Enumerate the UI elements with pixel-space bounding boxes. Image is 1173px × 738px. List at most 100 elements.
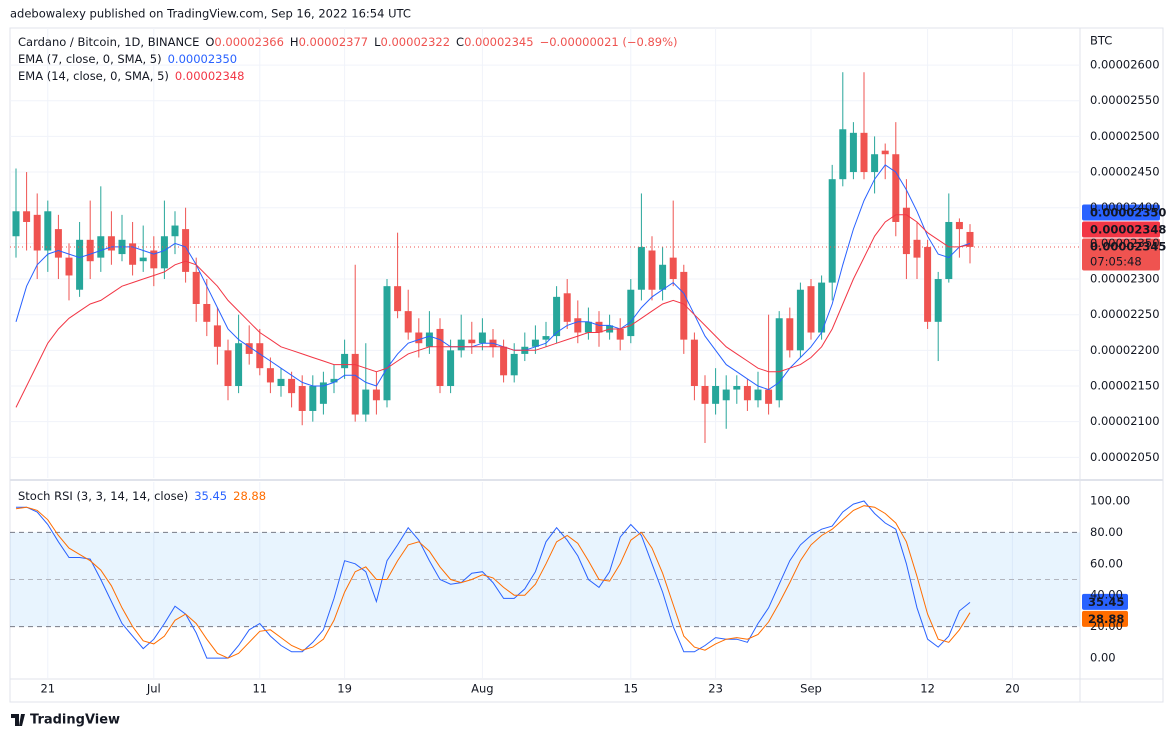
logo-icon <box>11 714 25 726</box>
legend-name: EMA (14, close, 0, SMA, 5) <box>18 69 169 83</box>
y-tick-label: 0.00002600 <box>1090 58 1160 72</box>
x-tick-label: Sep <box>800 682 822 696</box>
legend-value: 0.00002348 <box>175 69 245 83</box>
legend-value: 35.45 <box>194 489 227 503</box>
candle-body <box>12 211 20 237</box>
ema-badge <box>1082 221 1160 238</box>
change: −0.00000021 (−0.89%) <box>540 35 678 49</box>
y-tick-label: 0.00 <box>1090 651 1116 665</box>
candle-body <box>256 343 264 369</box>
candle-body <box>563 293 571 322</box>
candle-body <box>616 328 624 340</box>
symbol: Cardano / Bitcoin, 1D, BINANCE <box>18 35 199 49</box>
candle-body <box>107 236 115 251</box>
candle-body <box>277 378 285 387</box>
candle-body <box>192 271 200 304</box>
x-tick-label: 19 <box>337 682 352 696</box>
candle-body <box>362 389 370 415</box>
candle-body <box>818 282 826 333</box>
legend-value: 28.88 <box>233 489 266 503</box>
currency: BTC <box>1090 34 1112 48</box>
candle-body <box>712 386 720 404</box>
candle-body <box>722 389 730 401</box>
y-tick-label: 0.00002250 <box>1090 307 1160 321</box>
price-badge-label: 0.00002345 <box>1090 239 1166 253</box>
ema-line <box>15 214 971 408</box>
candle-body <box>542 336 550 340</box>
candle-body <box>245 343 253 354</box>
labels: adebowalexy published on TradingView.com… <box>10 7 1166 696</box>
chart-frame <box>9 27 1164 703</box>
candle-body <box>330 378 338 383</box>
candle-body <box>224 350 232 387</box>
candle-body <box>828 179 836 283</box>
candle-body <box>934 279 942 322</box>
candle-body <box>54 229 62 258</box>
candle-body <box>881 150 889 155</box>
legend-ema: EMA (7, close, 0, SMA, 5) 0.00002350 <box>18 52 237 66</box>
y-tick-label: 20.00 <box>1090 619 1123 633</box>
candle-body <box>341 353 349 369</box>
candle-body <box>775 318 783 401</box>
candle-body <box>553 296 561 337</box>
candle-body <box>86 239 94 262</box>
footer-logo: TradingView <box>11 713 120 728</box>
candle-body <box>955 221 963 230</box>
candle-body <box>531 339 539 347</box>
footer-text: TradingView <box>30 713 120 728</box>
candle-body <box>871 154 879 173</box>
candle-body <box>627 289 635 337</box>
grid <box>10 28 1080 678</box>
y-tick-label: 0.00002100 <box>1090 414 1160 428</box>
x-tick-label: 12 <box>920 682 935 696</box>
candle-body <box>33 214 41 251</box>
candle-body <box>807 286 815 333</box>
ohlc-value: 0.00002366 <box>214 35 284 49</box>
marks <box>10 72 1160 659</box>
candle-body <box>468 339 476 344</box>
candle-body <box>574 318 582 333</box>
price-badge <box>1082 238 1160 271</box>
ema-badge-label: 0.00002348 <box>1090 222 1166 236</box>
countdown: 07:05:48 <box>1090 254 1142 268</box>
x-tick-label: Aug <box>471 682 493 696</box>
y-tick-label: 0.00002350 <box>1090 236 1160 250</box>
candle-body <box>690 339 698 387</box>
y-tick-label: 80.00 <box>1090 525 1123 539</box>
candle-body <box>235 343 243 387</box>
candle-body <box>404 311 412 333</box>
candle-body <box>372 389 380 401</box>
candle-body <box>129 243 137 265</box>
candle-body <box>648 250 656 290</box>
candle-body <box>139 257 147 262</box>
x-tick-label: 15 <box>623 682 638 696</box>
candle-body <box>701 386 709 404</box>
candle-body <box>436 328 444 387</box>
candle-body <box>849 132 857 173</box>
header: adebowalexy published on TradingView.com… <box>10 7 411 21</box>
legend-title: Cardano / Bitcoin, 1D, BINANCE O0.0000236… <box>18 35 678 49</box>
stoch-badge-label: 35.45 <box>1088 595 1124 609</box>
candle-body <box>171 225 179 237</box>
candle-body <box>309 386 317 411</box>
y-tick-label: 0.00002550 <box>1090 93 1160 107</box>
candle-body <box>425 332 433 347</box>
candle-body <box>637 246 645 290</box>
legend-name: EMA (7, close, 0, SMA, 5) <box>18 52 162 66</box>
candle-body <box>500 346 508 376</box>
legend-name: Stoch RSI (3, 3, 14, 14, close) <box>18 489 188 503</box>
candle-body <box>351 353 359 415</box>
stoch-badge-label: 28.88 <box>1088 612 1124 626</box>
stoch-badge <box>1082 593 1128 610</box>
candle-body <box>182 229 190 272</box>
candle-body <box>76 239 84 290</box>
stoch-line <box>15 505 971 659</box>
ohlc-value: 0.00002377 <box>299 35 369 49</box>
candle-body <box>680 271 688 340</box>
candle-body <box>584 321 592 333</box>
candle-body <box>913 239 921 258</box>
candle-body <box>203 303 211 322</box>
candle-body <box>659 264 667 290</box>
ema-line <box>15 164 971 391</box>
